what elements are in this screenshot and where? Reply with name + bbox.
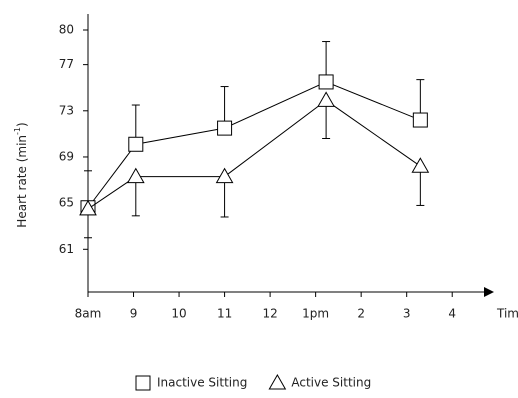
x-tick-label: 9 bbox=[130, 307, 138, 321]
y-tick-label: 61 bbox=[59, 242, 74, 256]
y-tick-label: 77 bbox=[59, 57, 74, 71]
y-tick-label: 73 bbox=[59, 103, 74, 117]
x-tick-label: 4 bbox=[448, 307, 456, 321]
marker-square bbox=[217, 120, 233, 136]
marker-triangle bbox=[215, 167, 234, 184]
marker-square bbox=[318, 74, 334, 90]
x-tick-label: 10 bbox=[171, 307, 186, 321]
marker-square bbox=[412, 112, 428, 128]
y-tick-label: 65 bbox=[59, 196, 74, 210]
y-label-text: Heart rate (min bbox=[15, 135, 29, 228]
x-tick-label: 11 bbox=[217, 307, 232, 321]
series-line bbox=[87, 99, 421, 210]
marker-triangle bbox=[79, 199, 97, 216]
x-axis-label: Time bbox=[496, 307, 518, 321]
legend-label: Active Sitting bbox=[291, 376, 371, 390]
x-tick-label: 3 bbox=[403, 307, 411, 321]
marker-square bbox=[135, 375, 151, 391]
y-label-end: ) bbox=[15, 122, 29, 127]
marker-triangle bbox=[126, 167, 145, 184]
x-axis-arrow bbox=[484, 287, 494, 297]
legend-label: Inactive Sitting bbox=[157, 376, 247, 390]
x-tick-label: 1pm bbox=[302, 307, 329, 321]
y-axis-label: Heart rate (min-1) bbox=[13, 122, 29, 227]
y-label-sup: -1 bbox=[13, 127, 22, 135]
x-tick-label: 2 bbox=[357, 307, 365, 321]
marker-triangle bbox=[268, 373, 287, 390]
y-tick-label: 69 bbox=[59, 149, 74, 163]
x-tick-label: 12 bbox=[262, 307, 277, 321]
marker-triangle bbox=[317, 91, 335, 107]
x-tick-label: 8am bbox=[75, 307, 102, 321]
marker-square bbox=[128, 136, 144, 152]
marker-triangle bbox=[411, 157, 430, 173]
y-tick-label: 80 bbox=[59, 23, 74, 37]
